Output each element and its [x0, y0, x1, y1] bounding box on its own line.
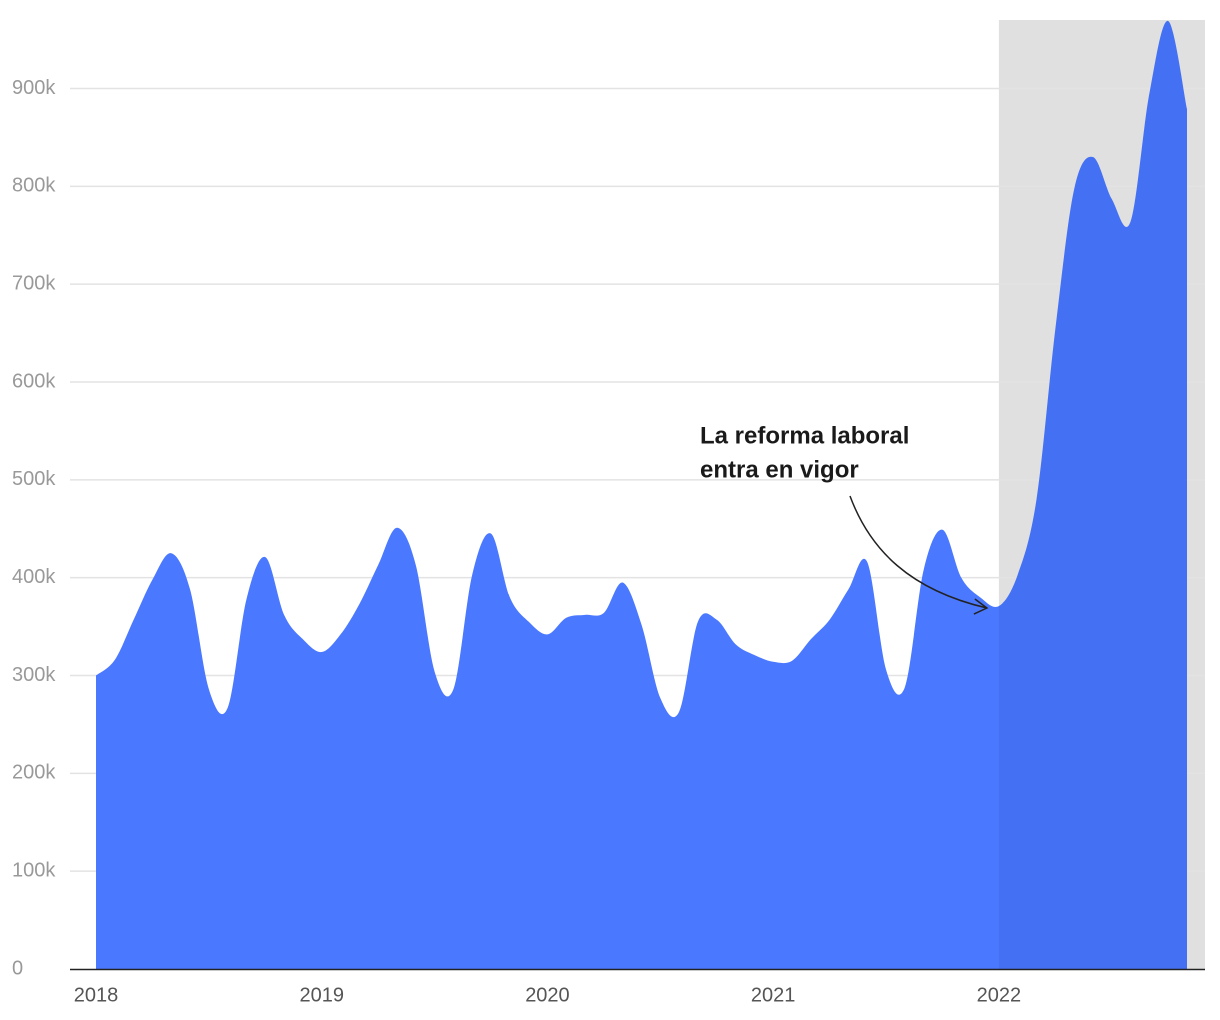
- y-tick-label: 500k: [12, 468, 56, 490]
- annotation-text: entra en vigor: [700, 456, 859, 483]
- y-tick-label: 900k: [12, 77, 56, 99]
- y-tick-label: 400k: [12, 566, 56, 588]
- annotation-text: La reforma laboral: [700, 422, 909, 449]
- x-tick-label: 2020: [525, 984, 570, 1006]
- x-tick-label: 2022: [977, 984, 1022, 1006]
- x-tick-label: 2021: [751, 984, 796, 1006]
- x-tick-label: 2019: [299, 984, 344, 1006]
- y-tick-label: 0: [12, 957, 23, 979]
- y-tick-label: 700k: [12, 272, 56, 294]
- annotation-arrow: [849, 495, 988, 609]
- y-tick-label: 200k: [12, 762, 56, 784]
- x-tick-label: 2018: [74, 984, 119, 1006]
- annotation-arrowhead: [973, 598, 989, 615]
- y-tick-label: 600k: [12, 370, 56, 392]
- y-tick-label: 300k: [12, 664, 56, 686]
- area: [96, 20, 1187, 969]
- y-tick-label: 800k: [12, 175, 56, 197]
- y-tick-label: 100k: [12, 859, 56, 881]
